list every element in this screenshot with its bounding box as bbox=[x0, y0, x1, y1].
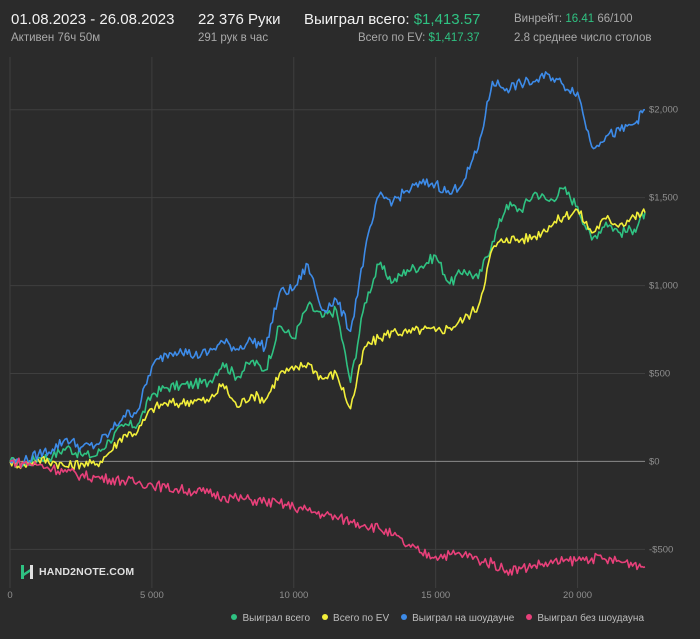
avg-tables: 2.8 среднее число столов bbox=[514, 32, 652, 44]
y-tick-label: $2,000 bbox=[649, 105, 678, 116]
y-axis-labels: $2,000 $1,500 $1,000 $500 $0 -$500 bbox=[649, 105, 678, 556]
legend-dot-icon bbox=[322, 614, 329, 620]
series-line bbox=[9, 71, 646, 467]
h-logo-icon bbox=[20, 564, 34, 580]
ev-total-label: Всего по EV: bbox=[358, 32, 426, 44]
y-tick-label: $500 bbox=[649, 368, 670, 379]
y-tick-label: $1,500 bbox=[649, 193, 678, 204]
legend-dot-icon bbox=[526, 614, 533, 620]
chart-grid bbox=[9, 57, 645, 588]
won-total: Выиграл всего: $1,413.57 bbox=[304, 11, 480, 28]
y-tick-label: $0 bbox=[649, 456, 660, 467]
winrate: Винрейт: 16.41 66/100 bbox=[514, 13, 633, 25]
ev-total: Всего по EV: $1,417.37 bbox=[358, 32, 480, 44]
winrate-value: 16.41 bbox=[565, 13, 595, 25]
winrate-suffix: 66/100 bbox=[597, 13, 633, 25]
chart-series bbox=[9, 71, 646, 576]
hands-per-hour: 291 рук в час bbox=[198, 32, 269, 44]
ev-total-value: $1,417.37 bbox=[428, 32, 480, 44]
legend-item[interactable]: Всего по EV bbox=[322, 613, 389, 624]
won-total-value: $1,413.57 bbox=[413, 11, 481, 28]
y-tick-label: -$500 bbox=[649, 544, 673, 555]
legend-label: Выиграл без шоудауна bbox=[537, 613, 644, 624]
legend-dot-icon bbox=[231, 614, 238, 620]
legend-item[interactable]: Выиграл на шоудауне bbox=[401, 613, 514, 624]
hands-count: 22 376 Руки bbox=[198, 11, 281, 28]
logo-text: HAND2NOTE.COM bbox=[39, 566, 135, 578]
y-tick-label: $1,000 bbox=[649, 281, 678, 292]
x-tick-label: 20 000 bbox=[563, 590, 592, 601]
x-tick-label: 10 000 bbox=[279, 590, 308, 601]
summary-header: 01.08.2023 - 26.08.2023 Активен 76ч 50м … bbox=[0, 0, 700, 50]
legend-item[interactable]: Выиграл без шоудауна bbox=[526, 613, 644, 624]
legend-label: Выиграл на шоудауне bbox=[412, 613, 515, 624]
legend-label: Выиграл всего bbox=[242, 613, 311, 624]
date-range: 01.08.2023 - 26.08.2023 bbox=[11, 11, 175, 28]
x-axis-labels: 0 5 000 10 000 15 000 20 000 bbox=[7, 590, 592, 601]
series-line bbox=[9, 186, 646, 469]
legend-item[interactable]: Выиграл всего bbox=[231, 613, 310, 624]
x-tick-label: 0 bbox=[7, 590, 12, 601]
won-total-label: Выиграл всего: bbox=[304, 11, 410, 28]
series-line bbox=[9, 208, 646, 471]
x-tick-label: 15 000 bbox=[421, 590, 450, 601]
chart-legend: Выиграл всего Всего по EV Выиграл на шоуда… bbox=[219, 613, 644, 624]
x-tick-label: 5 000 bbox=[140, 590, 164, 601]
active-time: Активен 76ч 50м bbox=[11, 32, 101, 44]
series-line bbox=[9, 457, 646, 576]
legend-dot-icon bbox=[401, 614, 408, 620]
hand2note-logo: HAND2NOTE.COM bbox=[20, 563, 134, 581]
legend-label: Всего по EV bbox=[333, 613, 390, 624]
winrate-label: Винрейт: bbox=[514, 13, 563, 25]
